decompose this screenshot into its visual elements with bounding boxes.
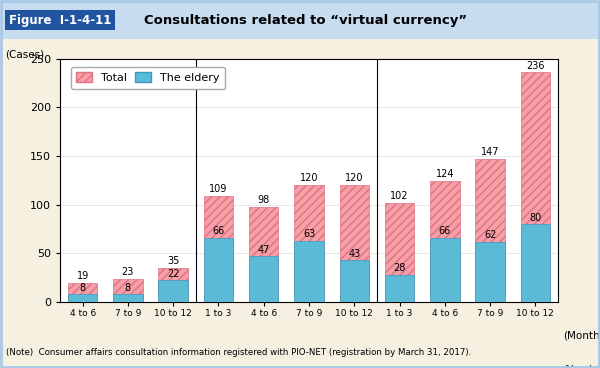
Text: (Month): (Month): [563, 331, 600, 341]
Legend: Total, The eldery: Total, The eldery: [71, 67, 225, 89]
Bar: [158, 280, 188, 302]
Bar: [475, 241, 505, 302]
Text: Figure  I-1-4-11: Figure I-1-4-11: [9, 14, 112, 27]
Bar: [521, 224, 550, 302]
Bar: [430, 238, 460, 302]
Bar: [68, 283, 97, 302]
Bar: [385, 203, 414, 302]
Text: 62: 62: [484, 230, 496, 240]
Text: 124: 124: [436, 169, 454, 179]
Text: 28: 28: [394, 263, 406, 273]
Text: (Note)  Consumer affairs consultation information registered with PIO-NET (regis: (Note) Consumer affairs consultation inf…: [6, 348, 471, 357]
Bar: [521, 72, 550, 302]
Text: (Cases): (Cases): [5, 50, 44, 60]
Text: 23: 23: [122, 268, 134, 277]
Text: 22: 22: [167, 269, 179, 279]
Text: 147: 147: [481, 147, 499, 157]
Bar: [158, 268, 188, 302]
Bar: [113, 294, 143, 302]
Text: 8: 8: [80, 283, 86, 293]
Text: 98: 98: [257, 195, 270, 205]
Text: 35: 35: [167, 256, 179, 266]
Bar: [68, 294, 97, 302]
Text: 66: 66: [439, 226, 451, 236]
Text: 19: 19: [77, 271, 89, 282]
Text: 43: 43: [348, 248, 361, 259]
Bar: [204, 238, 233, 302]
Bar: [475, 159, 505, 302]
Text: 63: 63: [303, 229, 315, 239]
Text: 80: 80: [529, 213, 541, 223]
Text: 8: 8: [125, 283, 131, 293]
Bar: [249, 256, 278, 302]
Bar: [340, 185, 369, 302]
Bar: [204, 196, 233, 302]
Bar: [430, 181, 460, 302]
Bar: [294, 185, 324, 302]
Bar: [340, 260, 369, 302]
Bar: [113, 279, 143, 302]
Text: 109: 109: [209, 184, 227, 194]
Bar: [385, 275, 414, 302]
Text: 120: 120: [345, 173, 364, 183]
Text: 102: 102: [390, 191, 409, 201]
Text: Consultations related to “virtual currency”: Consultations related to “virtual curren…: [144, 14, 467, 27]
Text: 47: 47: [257, 245, 270, 255]
Text: 236: 236: [526, 61, 545, 71]
Bar: [294, 241, 324, 302]
Text: (Year): (Year): [563, 365, 593, 368]
Bar: [249, 206, 278, 302]
Text: 120: 120: [300, 173, 318, 183]
Text: 66: 66: [212, 226, 224, 236]
